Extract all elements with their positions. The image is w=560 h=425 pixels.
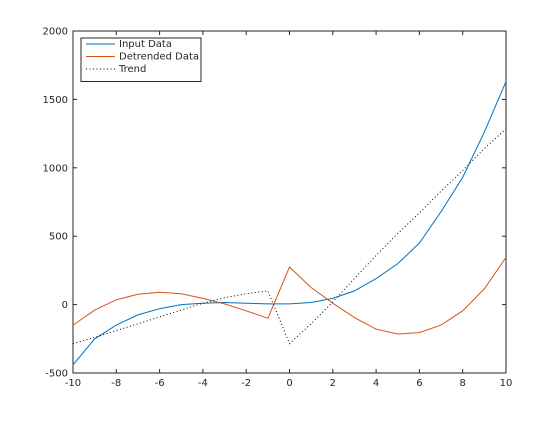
x-tick-label: 10 (500, 378, 513, 389)
y-tick-label: 1500 (43, 95, 68, 106)
x-tick-label: 6 (416, 378, 422, 389)
legend-box (80, 37, 202, 82)
x-tick-label: 0 (286, 378, 292, 389)
y-tick-label: 1000 (43, 163, 68, 174)
y-tick-label: -500 (45, 369, 68, 380)
series-line-trend (72, 128, 507, 345)
x-tick-label: 4 (373, 378, 379, 389)
y-tick-label: 2000 (43, 27, 68, 38)
x-tick-label: 2 (330, 378, 336, 389)
series-lines (72, 81, 507, 366)
y-tick-label: 0 (62, 300, 68, 311)
y-tick-label: 500 (49, 232, 68, 243)
x-tick-label: -10 (65, 378, 81, 389)
legend-label: Input Data (119, 39, 172, 50)
plot-area-box (72, 30, 507, 374)
x-tick-label: -4 (198, 378, 208, 389)
x-tick-label: -6 (155, 378, 165, 389)
x-tick-label: -8 (111, 378, 121, 389)
x-tick-label: 8 (460, 378, 466, 389)
x-tick-label: -2 (241, 378, 251, 389)
legend-label: Trend (118, 64, 146, 75)
legend-label: Detrended Data (119, 52, 199, 63)
series-line-input-data (72, 81, 507, 366)
series-line-detrended-data (72, 257, 507, 335)
axes: -10 -8 -6 -4 -2 0 2 4 6 8 10 -500 0 500 1000 1500 2000 (43, 27, 513, 390)
